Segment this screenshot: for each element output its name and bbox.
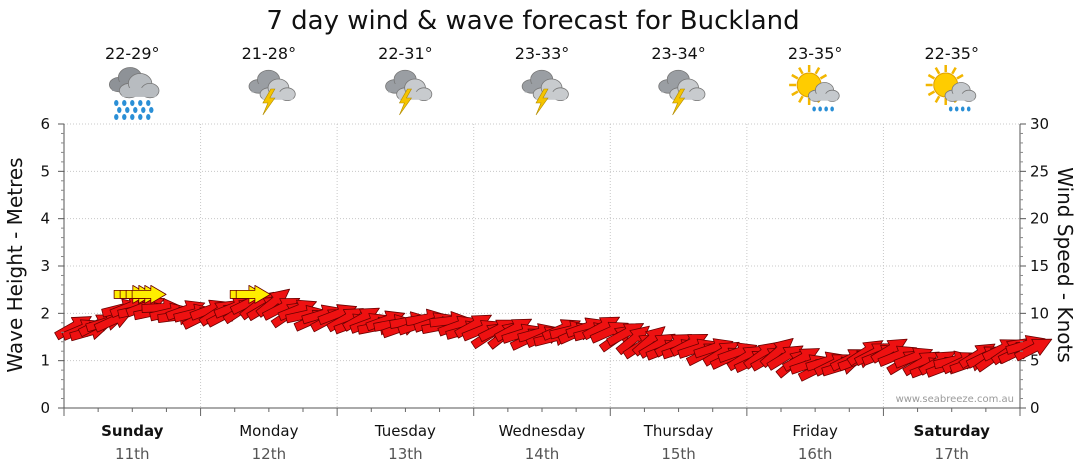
left-tick-label: 1 [40,352,50,370]
temperature-range: 21-28° [242,44,297,63]
day-name-label: Friday [792,422,838,440]
sun-shower-icon [789,65,840,112]
wind-arrow [131,284,167,304]
temperature-range: 22-29° [105,44,160,63]
left-axis-title: Wave Height - Metres [3,157,27,372]
day-name-label: Thursday [643,422,714,440]
day-date-label: 11th [115,445,149,463]
right-tick-label: 30 [1030,115,1049,133]
wind-arrow [1013,338,1053,362]
day-date-label: 14th [525,445,559,463]
day-date-label: 17th [934,445,968,463]
left-tick-label: 4 [40,210,50,228]
temperature-range: 23-35° [788,44,843,63]
weather-icons [108,65,977,120]
sun-shower-icon [925,65,977,112]
temperature-range: 23-33° [515,44,570,63]
credit-text: www.seabreeze.com.au [896,394,1014,405]
daily-temperatures: 22-29° 21-28° 22-31° 23-33° 23-34° 23-35° 22-3… [105,44,979,63]
left-tick-label: 3 [40,257,50,275]
day-name-label: Sunday [101,422,164,440]
wind-arrows [54,284,1053,382]
right-tick-label: 25 [1030,162,1049,180]
thunderstorm-icon [248,69,296,116]
right-tick-label: 5 [1030,352,1040,370]
day-date-label: 12th [252,445,286,463]
chart-title: 7 day wind & wave forecast for Buckland [266,6,799,36]
right-axis-title: Wind Speed - Knots [1053,167,1077,363]
day-date-label: 13th [388,445,422,463]
right-tick-label: 15 [1030,257,1049,275]
day-labels: Sunday 11th Monday 12th Tuesday 13th Wednesday… [101,422,990,463]
temperature-range: 22-31° [378,44,433,63]
day-name-label: Wednesday [499,422,586,440]
wind-arrow [235,284,271,304]
left-tick-label: 6 [40,115,50,133]
day-date-label: 15th [661,445,695,463]
thunderstorm-icon [521,69,569,116]
day-name-label: Tuesday [374,422,436,440]
rain-cloud-icon [108,67,160,120]
grid [63,123,1021,409]
day-name-label: Monday [239,422,298,440]
thunderstorm-icon [658,69,706,116]
temperature-range: 23-34° [651,44,706,63]
left-tick-label: 0 [40,399,50,417]
right-tick-label: 0 [1030,399,1040,417]
thunderstorm-icon [385,69,433,116]
day-name-label: Saturday [914,422,991,440]
right-tick-label: 10 [1030,304,1049,322]
temperature-range: 22-35° [924,44,979,63]
axis-ticks: 0 1 2 3 4 5 6 0 5 10 15 20 25 30 [40,115,1049,417]
left-tick-label: 2 [40,304,50,322]
right-tick-label: 20 [1030,210,1049,228]
left-tick-label: 5 [40,162,50,180]
day-date-label: 16th [798,445,832,463]
